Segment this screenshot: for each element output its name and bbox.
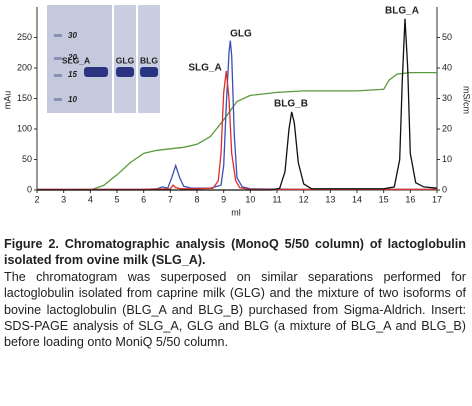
caption-title: Figure 2. Chromatographic analysis (Mono… [4, 237, 466, 268]
y2-tick-label: 10 [442, 154, 452, 164]
y-tick-label: 200 [17, 62, 32, 72]
x-tick-label: 6 [141, 194, 146, 204]
peak-label: BLG_B [274, 99, 308, 110]
y-tick-label: 250 [17, 32, 32, 42]
lane-label: GLG [116, 55, 135, 65]
marker-label: 20 [67, 53, 77, 62]
gel-band [116, 67, 134, 77]
conductivity-line [37, 71, 437, 191]
y2-tick-label: 20 [442, 123, 452, 133]
x-tick-label: 10 [245, 194, 255, 204]
chromatogram-line [37, 18, 438, 191]
y2-axis-label: mS/cm [462, 86, 472, 114]
x-tick-label: 3 [61, 194, 66, 204]
marker-label: 30 [68, 31, 77, 40]
chromatogram-line [37, 40, 437, 191]
gel-band [84, 67, 108, 77]
x-tick-label: 8 [194, 194, 199, 204]
marker-band [54, 74, 62, 77]
marker-label: 15 [68, 70, 77, 79]
y2-tick-label: 0 [442, 184, 447, 194]
y-tick-label: 100 [17, 123, 32, 133]
x-tick-label: 14 [352, 194, 362, 204]
x-tick-label: 2 [34, 194, 39, 204]
x-tick-label: 16 [405, 194, 415, 204]
x-axis-label: ml [231, 207, 241, 217]
gel-lane-panel [138, 5, 160, 113]
x-tick-label: 7 [168, 194, 173, 204]
x-tick-label: 4 [88, 194, 93, 204]
lane-label: SLG_A [62, 55, 90, 65]
x-tick-label: 15 [379, 194, 389, 204]
x-tick-label: 9 [221, 194, 226, 204]
marker-label: 10 [68, 95, 77, 104]
chart: ml mAu mS/cm 2 3 4 5 6 7 8 9 10 11 12 13 14 15 16 17050… [2, 5, 472, 217]
y-tick-label: 150 [17, 93, 32, 103]
marker-band [54, 34, 62, 37]
y2-tick-label: 40 [442, 62, 452, 72]
x-tick-label: 13 [325, 194, 335, 204]
x-tick-label: 12 [299, 194, 309, 204]
chromatogram-line [37, 70, 437, 191]
y-axis-label: mAu [2, 91, 12, 110]
lane-label: BLG [140, 55, 158, 65]
x-tick-label: 17 [432, 194, 442, 204]
marker-band [54, 57, 62, 60]
y-tick-label: 0 [27, 184, 32, 194]
gel-lane-panel [114, 5, 136, 113]
caption: Figure 2. Chromatographic analysis (Mono… [4, 236, 466, 351]
y-tick-label: 50 [22, 154, 32, 164]
x-tick-label: 11 [272, 194, 281, 204]
peak-label: BLG_A [385, 6, 419, 17]
y2-tick-label: 30 [442, 93, 452, 103]
gel-inset [47, 5, 160, 113]
caption-text: The chromatogram was superposed on simil… [4, 269, 466, 350]
x-tick-label: 5 [114, 194, 119, 204]
marker-band [54, 98, 62, 101]
peak-label: SLG_A [188, 63, 221, 74]
y2-tick-label: 50 [442, 32, 452, 42]
peak-label: GLG [230, 29, 252, 40]
gel-band [140, 67, 158, 77]
